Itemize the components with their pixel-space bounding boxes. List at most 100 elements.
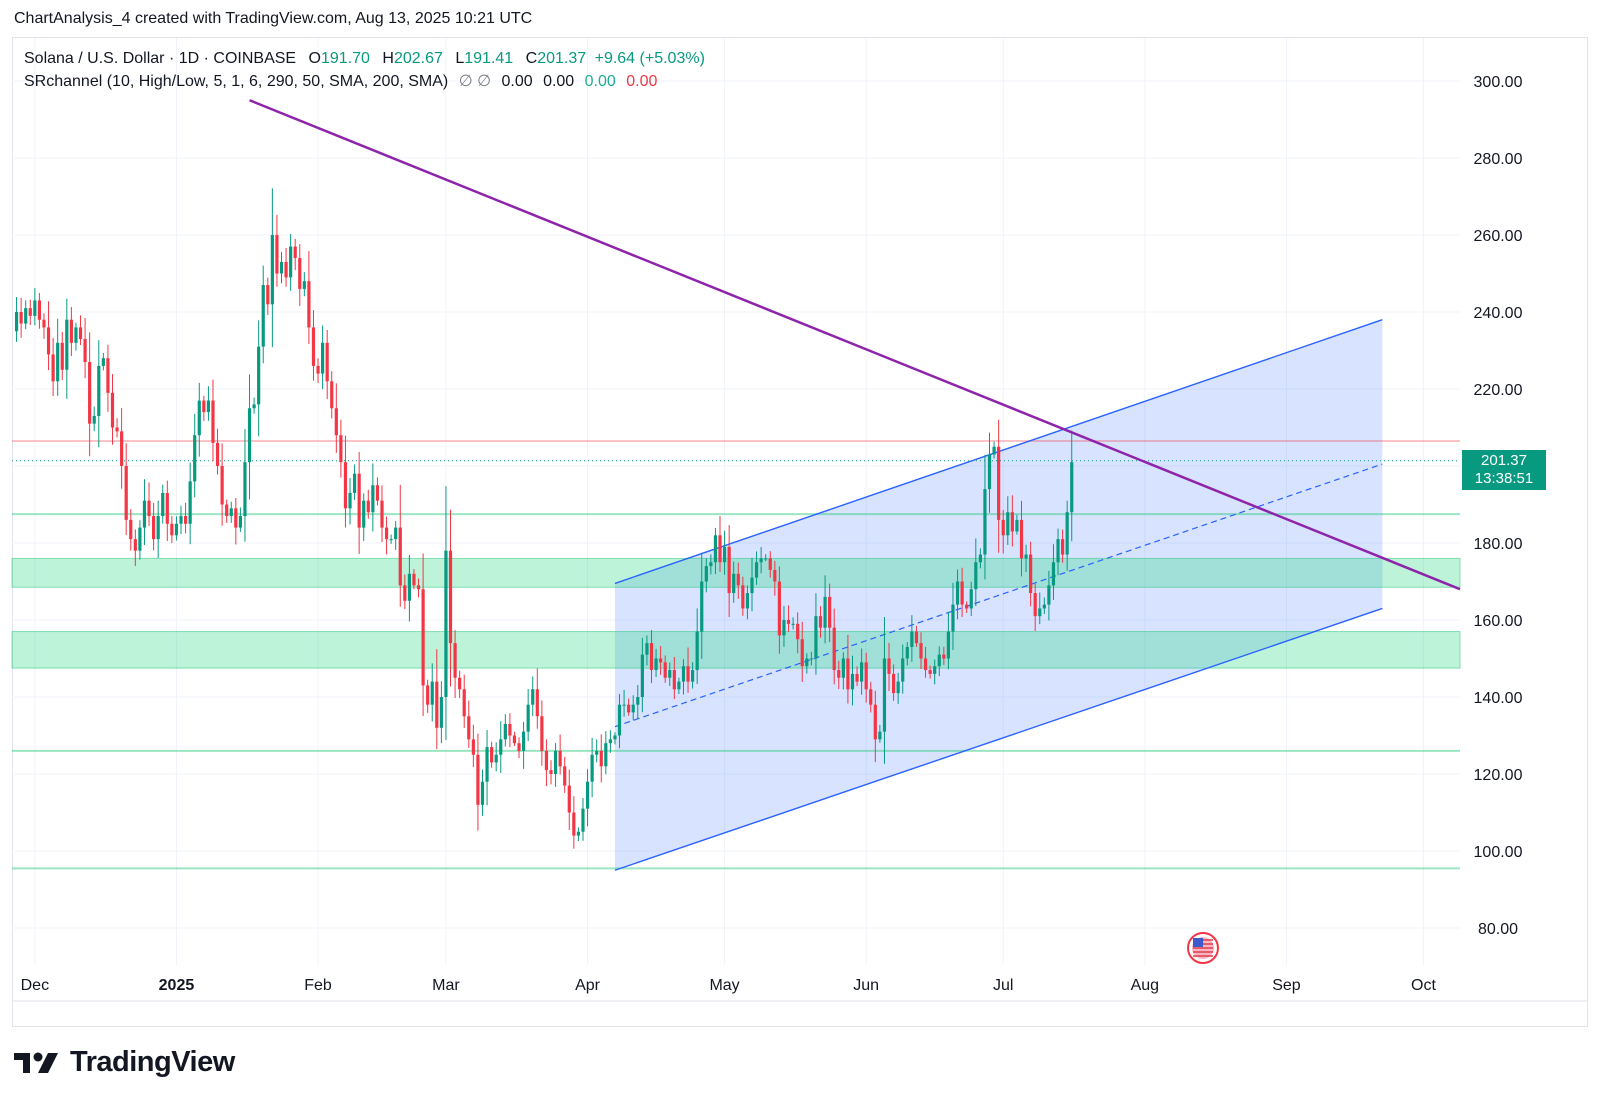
candle-body — [480, 781, 485, 805]
price-chart[interactable]: 80.00100.00120.00140.00160.00180.00200.0… — [0, 0, 1600, 1040]
candle-body — [380, 500, 384, 528]
candle-body — [768, 558, 772, 570]
candle-body — [467, 716, 471, 740]
candle-body — [901, 658, 905, 682]
time-axis-label: Apr — [575, 977, 601, 994]
candle-body — [293, 246, 297, 259]
candle-body — [814, 616, 818, 659]
candle-body — [1015, 519, 1019, 532]
candle-body — [129, 519, 133, 540]
candle-body — [302, 281, 306, 289]
low-value: 191.41 — [464, 50, 514, 67]
candle-body — [681, 666, 686, 682]
candle-body — [850, 673, 855, 690]
candle-body — [535, 689, 539, 717]
candle-body — [581, 808, 585, 832]
candle-body — [215, 442, 220, 466]
price-axis-label: 80.00 — [1478, 921, 1518, 938]
candle-body — [627, 704, 631, 713]
candle-body — [421, 589, 425, 686]
candle-body — [321, 342, 325, 374]
indicator-value-4: 0.00 — [626, 73, 658, 90]
candle-body — [170, 523, 174, 536]
candle-body — [206, 400, 211, 413]
candle-body — [732, 573, 736, 594]
candle-body — [837, 670, 841, 678]
open-label: O — [308, 50, 321, 67]
candle-body — [526, 704, 530, 732]
candle-body — [654, 658, 658, 671]
candle-body — [234, 508, 238, 528]
time-axis-label: Dec — [21, 977, 49, 994]
candle-body — [631, 704, 635, 713]
candle-body — [882, 658, 887, 732]
candle-body — [462, 689, 466, 717]
candle-body — [51, 354, 55, 382]
candle-body — [709, 562, 713, 567]
candle-body — [147, 500, 151, 517]
candle-body — [672, 670, 676, 690]
close-value: 201.37 — [537, 50, 587, 67]
indicator-row[interactable]: SRchannel (10, High/Low, 5, 1, 6, 290, 5… — [24, 70, 705, 93]
candle-body — [722, 546, 727, 563]
candle-body — [1006, 512, 1010, 536]
candle-body — [987, 454, 992, 490]
candle-body — [914, 631, 919, 644]
candle-body — [750, 577, 754, 594]
candle-body — [14, 312, 19, 332]
candle-body — [791, 623, 795, 625]
us-flag-event-icon[interactable] — [1187, 932, 1219, 964]
candle-body — [1065, 512, 1069, 555]
candle-body — [448, 550, 453, 644]
candle-body — [563, 766, 567, 786]
candle-body — [471, 739, 475, 755]
candle-body — [229, 508, 233, 517]
candle-body — [645, 643, 649, 655]
price-axis-label: 120.00 — [1474, 767, 1523, 784]
candle-body — [923, 658, 928, 671]
candle-body — [636, 697, 640, 705]
candle-body — [494, 754, 498, 763]
candle-body — [371, 485, 375, 513]
candle-body — [325, 342, 329, 382]
candle-body — [366, 500, 370, 513]
candle-body — [435, 681, 439, 728]
candle-body — [992, 446, 996, 455]
indicator-value-1: 0.00 — [501, 73, 533, 90]
candle-body — [458, 677, 462, 690]
candle-body — [60, 342, 64, 370]
candle-body — [540, 716, 544, 751]
candle-body — [736, 573, 740, 586]
candle-body — [375, 485, 380, 501]
candle-body — [942, 654, 946, 659]
candle-body — [348, 492, 352, 509]
symbol-row[interactable]: Solana / U.S. Dollar · 1D · COINBASE O19… — [24, 47, 705, 70]
candle-body — [668, 670, 672, 678]
candle-body — [549, 770, 553, 774]
candle-body — [202, 400, 206, 413]
candle-body — [704, 566, 708, 582]
candle-body — [389, 539, 393, 541]
candle-body — [553, 750, 558, 774]
tradingview-logo[interactable]: TradingView — [14, 1046, 235, 1079]
price-axis-label: 140.00 — [1474, 690, 1523, 707]
candle-body — [823, 596, 827, 628]
candle-body — [809, 658, 813, 660]
candle-body — [384, 527, 389, 540]
candle-body — [307, 281, 311, 328]
candle-body — [531, 689, 535, 705]
price-axis-label: 180.00 — [1474, 536, 1523, 553]
candle-body — [512, 735, 517, 744]
candle-body — [622, 704, 626, 706]
channel-lower-line — [614, 607, 1383, 871]
candle-body — [485, 747, 489, 782]
candle-body — [270, 235, 274, 305]
candle-body — [1010, 512, 1014, 532]
candle-body — [969, 589, 973, 609]
candle-body — [69, 319, 73, 343]
candle-body — [439, 697, 443, 728]
candle-body — [713, 535, 718, 563]
indicator-value-3: 0.00 — [584, 73, 616, 90]
open-value: 191.70 — [321, 50, 370, 67]
candle-body — [412, 573, 416, 586]
